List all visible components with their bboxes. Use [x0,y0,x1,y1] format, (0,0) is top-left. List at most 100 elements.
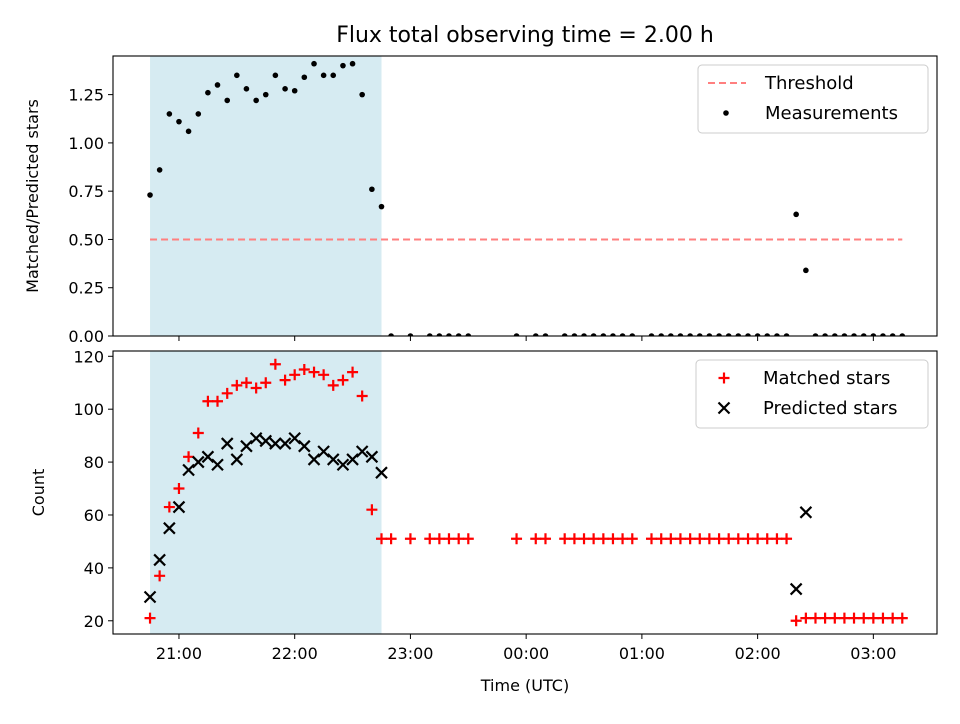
data-point [771,533,783,545]
data-point [220,437,234,450]
data-point [668,333,674,336]
data-point [658,333,665,336]
data-point [851,333,857,336]
data-point [578,533,590,545]
y-tick-label: 80 [84,453,104,472]
data-point [366,504,378,516]
y-tick-label: 20 [84,612,104,631]
data-point [249,432,263,445]
data-point [752,533,764,545]
data-point [378,203,385,210]
data-point [887,612,899,624]
observing-window-shade [150,56,382,336]
data-point [347,366,359,378]
data-point [465,333,472,336]
legend: Matched stars Predicted stars [695,359,929,429]
data-point [424,533,436,545]
data-point [716,333,722,336]
data-point [542,333,549,336]
axes-frame [112,350,938,635]
data-point [799,506,813,519]
data-point [735,333,742,336]
data-point [221,387,233,399]
count-panel: 20 40 60 80 100 120 21:00 22:00 23:00 00:00 01:00 0… [29,347,938,663]
data-point [153,553,166,567]
data-point [154,570,166,582]
data-point [822,333,828,336]
data-point [176,118,182,125]
data-point [172,500,186,514]
data-point [231,379,243,391]
data-point [841,333,848,336]
data-point [240,377,252,389]
x-tick-label: 23:00 [387,644,433,663]
data-point [320,72,327,79]
data-point [262,91,269,98]
axes-frame [112,55,938,337]
data-point [359,91,365,98]
data-point [433,533,445,545]
data-point [896,612,908,624]
legend-box [697,64,929,134]
data-point [687,333,693,336]
data-point [774,333,780,336]
data-point [790,615,802,627]
data-point [453,533,465,545]
observing-window-shade [150,351,382,634]
data-point [375,533,387,545]
data-point [205,89,211,96]
y-tick-label: 100 [73,400,104,419]
legend-label: Predicted stars [763,398,897,419]
data-point [307,453,321,466]
y-tick-label: 0.00 [68,327,104,346]
data-point [279,374,291,386]
data-point [147,192,153,198]
data-point [388,333,394,336]
data-point [870,333,877,336]
data-point [298,364,310,376]
data-point [513,333,520,336]
legend-marker [717,401,731,415]
plot-area [147,56,906,336]
data-point [600,333,607,336]
data-point [426,333,433,336]
data-point [723,533,735,545]
data-point [754,333,761,336]
data-point [259,434,273,448]
data-point [706,333,713,336]
data-point [355,445,369,458]
data-point [532,333,539,336]
x-tick-label: 22:00 [272,644,318,663]
data-point [455,333,462,336]
data-point [877,612,889,624]
data-point [597,533,609,545]
data-point [278,437,292,450]
y-tick-label: 120 [73,347,104,366]
data-point [163,501,175,513]
data-point [298,439,311,453]
data-point [764,333,771,336]
data-point [713,533,725,545]
data-point [899,333,906,336]
data-point [375,466,388,479]
data-point [436,333,443,336]
data-point [838,612,850,624]
data-point [674,533,686,545]
y-tick-label: 1.00 [68,134,104,153]
data-point [610,333,616,336]
data-point [240,439,253,453]
data-point [725,333,732,336]
data-point [761,533,773,545]
data-point [365,450,379,464]
data-point [211,458,224,472]
data-point [192,455,205,469]
data-point [684,533,696,545]
data-point [793,211,799,218]
data-point [385,533,397,545]
data-point [195,111,202,117]
data-point [311,60,317,67]
data-point [253,97,259,104]
data-point [288,432,301,445]
data-point [336,458,350,472]
